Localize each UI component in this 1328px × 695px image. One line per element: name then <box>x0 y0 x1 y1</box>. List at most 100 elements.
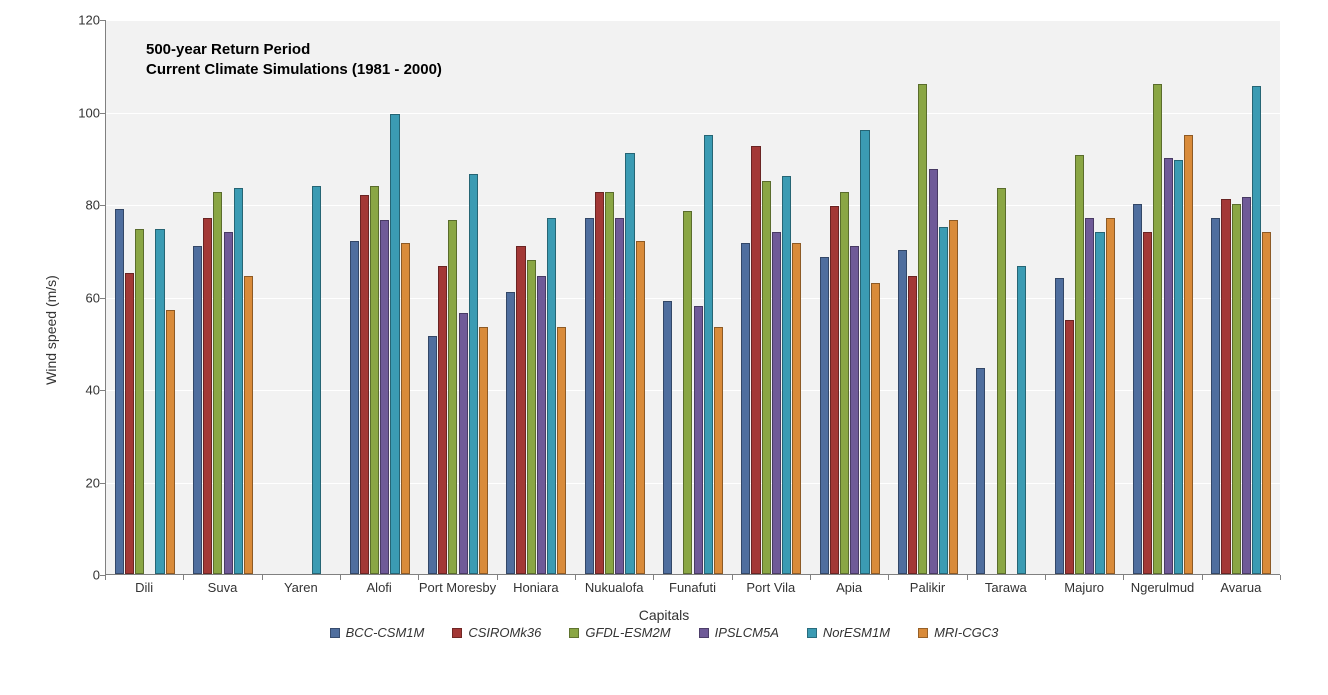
bar <box>898 250 907 574</box>
bar <box>1065 320 1074 574</box>
bar <box>438 266 447 574</box>
legend-item: NorESM1M <box>807 625 890 640</box>
bar <box>704 135 713 574</box>
x-tick-label: Ngerulmud <box>1131 580 1195 595</box>
y-tick-label: 20 <box>50 475 100 490</box>
x-tick <box>105 575 106 580</box>
legend-swatch <box>918 628 928 638</box>
bar <box>1075 155 1084 574</box>
legend-label: GFDL-ESM2M <box>585 625 670 640</box>
x-tick <box>575 575 576 580</box>
bar <box>537 276 546 574</box>
bar <box>615 218 624 574</box>
bar <box>840 192 849 574</box>
bar <box>448 220 457 574</box>
x-tick-label: Apia <box>836 580 862 595</box>
bar <box>1017 266 1026 574</box>
legend-label: NorESM1M <box>823 625 890 640</box>
bar <box>469 174 478 574</box>
bar <box>1252 86 1261 574</box>
bar <box>595 192 604 574</box>
legend-swatch <box>569 628 579 638</box>
x-tick <box>183 575 184 580</box>
legend-item: MRI-CGC3 <box>918 625 998 640</box>
x-tick-label: Majuro <box>1064 580 1104 595</box>
bar <box>360 195 369 574</box>
x-tick-label: Port Moresby <box>419 580 496 595</box>
bar <box>741 243 750 574</box>
bar <box>908 276 917 574</box>
bar <box>557 327 566 574</box>
bar <box>636 241 645 574</box>
bar <box>459 313 468 574</box>
plot-area: 500-year Return Period Current Climate S… <box>105 20 1280 575</box>
legend-swatch <box>699 628 709 638</box>
x-tick-label: Port Vila <box>746 580 795 595</box>
bar <box>1106 218 1115 574</box>
x-tick-label: Palikir <box>910 580 945 595</box>
bar <box>350 241 359 574</box>
x-tick-label: Yaren <box>284 580 318 595</box>
y-tick-label: 60 <box>50 290 100 305</box>
legend-item: GFDL-ESM2M <box>569 625 670 640</box>
bar <box>850 246 859 574</box>
bar <box>516 246 525 574</box>
bar <box>115 209 124 574</box>
bar <box>401 243 410 574</box>
y-tick-label: 0 <box>50 568 100 583</box>
bar <box>871 283 880 574</box>
x-tick-label: Honiara <box>513 580 559 595</box>
x-tick-label: Alofi <box>367 580 392 595</box>
bar <box>694 306 703 574</box>
bar <box>1143 232 1152 574</box>
bar <box>370 186 379 575</box>
bar <box>203 218 212 574</box>
x-axis-title: Capitals <box>639 607 690 623</box>
bar <box>605 192 614 574</box>
x-tick-label: Nukualofa <box>585 580 644 595</box>
x-tick <box>967 575 968 580</box>
bar <box>479 327 488 574</box>
x-tick-label: Suva <box>208 580 238 595</box>
bar <box>751 146 760 574</box>
x-tick <box>1045 575 1046 580</box>
legend-swatch <box>452 628 462 638</box>
bar <box>1242 197 1251 574</box>
bar <box>166 310 175 574</box>
bar <box>939 227 948 574</box>
bar <box>860 130 869 574</box>
chart-annotation: 500-year Return Period Current Climate S… <box>146 40 442 81</box>
x-tick <box>1123 575 1124 580</box>
x-tick <box>497 575 498 580</box>
x-tick-label: Dili <box>135 580 153 595</box>
x-tick-label: Funafuti <box>669 580 716 595</box>
x-tick-label: Avarua <box>1220 580 1261 595</box>
legend-label: MRI-CGC3 <box>934 625 998 640</box>
bar <box>1174 160 1183 574</box>
bar <box>976 368 985 574</box>
bar <box>428 336 437 574</box>
bar <box>193 246 202 574</box>
legend: BCC-CSM1MCSIROMk36GFDL-ESM2MIPSLCM5ANorE… <box>40 625 1288 640</box>
bar <box>1095 232 1104 574</box>
y-tick <box>100 113 105 114</box>
x-tick <box>653 575 654 580</box>
bar <box>224 232 233 574</box>
legend-swatch <box>807 628 817 638</box>
bar <box>155 229 164 574</box>
bar <box>312 186 321 575</box>
bar <box>244 276 253 574</box>
bar <box>949 220 958 574</box>
bar <box>1085 218 1094 574</box>
annotation-line-2: Current Climate Simulations (1981 - 2000… <box>146 60 442 80</box>
y-tick-label: 120 <box>50 13 100 28</box>
x-tick <box>1202 575 1203 580</box>
x-tick <box>1280 575 1281 580</box>
legend-swatch <box>330 628 340 638</box>
bars-layer <box>106 20 1280 574</box>
y-tick-label: 40 <box>50 383 100 398</box>
bar <box>820 257 829 574</box>
x-tick <box>888 575 889 580</box>
y-tick-label: 100 <box>50 105 100 120</box>
legend-item: BCC-CSM1M <box>330 625 425 640</box>
